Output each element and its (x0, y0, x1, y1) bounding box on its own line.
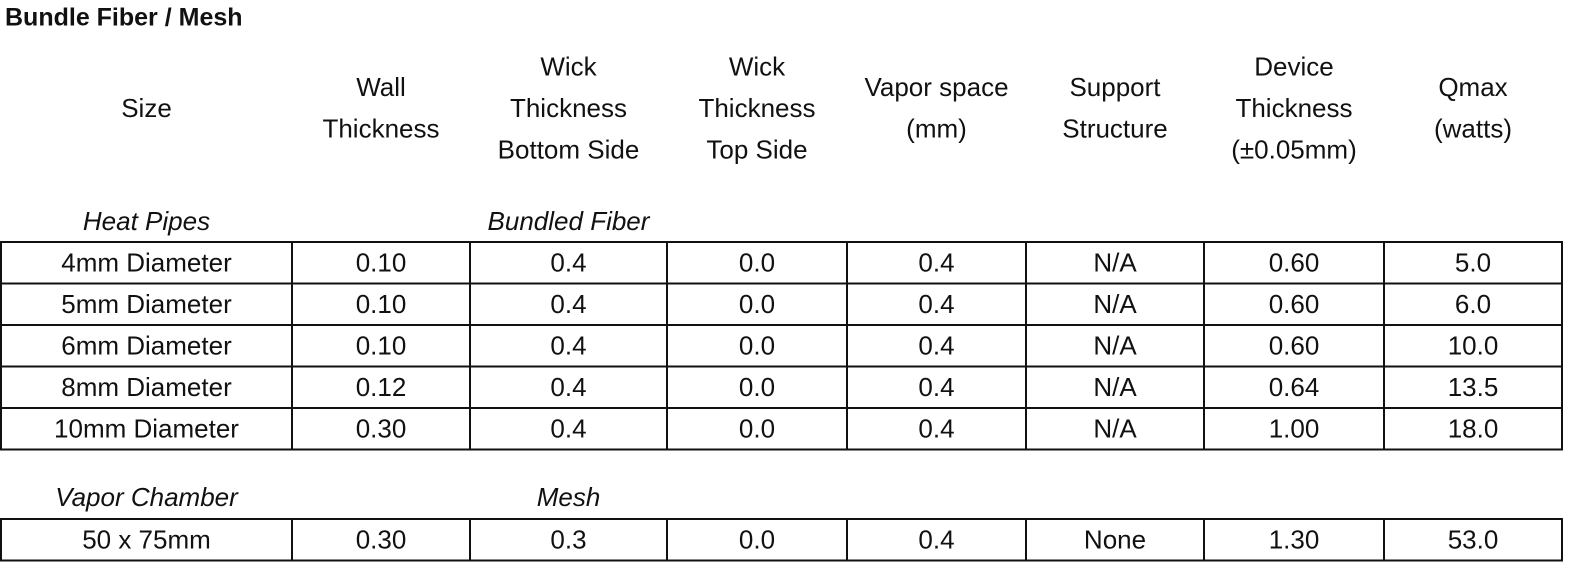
header-text: Thickness (322, 114, 439, 144)
header-text: Support (1069, 72, 1161, 102)
cell-text: 0.4 (918, 414, 954, 444)
cell-text: 0.4 (918, 248, 954, 278)
header-text: Qmax (1438, 72, 1507, 102)
cell-text: 10.0 (1448, 331, 1499, 361)
header-text: (watts) (1434, 114, 1512, 144)
header-text: (mm) (906, 114, 967, 144)
cell-text: 18.0 (1448, 414, 1499, 444)
wick-type-label: Mesh (537, 482, 601, 512)
section-label: Vapor Chamber (55, 482, 239, 512)
cell-text: 8mm Diameter (61, 372, 232, 402)
header-text: Structure (1062, 114, 1168, 144)
cell-text: 0.0 (739, 289, 775, 319)
cell-text: 0.12 (356, 372, 407, 402)
cell-text: 0.4 (918, 289, 954, 319)
cell-text: None (1084, 525, 1146, 555)
header-text: Bottom Side (498, 134, 640, 164)
wick-type-label: Bundled Fiber (488, 206, 651, 236)
cell-text: 0.64 (1269, 372, 1320, 402)
cell-text: N/A (1093, 331, 1137, 361)
header-text: Thickness (1235, 93, 1352, 123)
cell-text: 0.60 (1269, 248, 1320, 278)
cell-text: 1.30 (1269, 525, 1320, 555)
table-cell (1383, 518, 1563, 562)
cell-text: 0.0 (739, 525, 775, 555)
cell-text: 0.60 (1269, 331, 1320, 361)
cell-text: N/A (1093, 414, 1137, 444)
header-text: Size (121, 93, 172, 123)
cell-text: 13.5 (1448, 372, 1499, 402)
cell-text: 6.0 (1455, 289, 1491, 319)
header-text: Top Side (706, 134, 807, 164)
header-text: Vapor space (864, 72, 1008, 102)
title: Bundle Fiber / Mesh (5, 4, 243, 32)
header-text: Device (1254, 51, 1333, 81)
cell-text: 0.30 (356, 414, 407, 444)
cell-text: 0.4 (550, 331, 586, 361)
cell-text: N/A (1093, 248, 1137, 278)
cell-text: 0.10 (356, 289, 407, 319)
cell-text: 0.0 (739, 414, 775, 444)
header-text: (±0.05mm) (1231, 134, 1357, 164)
cell-text: 0.4 (918, 372, 954, 402)
cell-text: 0.4 (550, 414, 586, 444)
cell-text: 0.0 (739, 372, 775, 402)
cell-text: 0.3 (550, 525, 586, 555)
cell-text: 0.4 (918, 525, 954, 555)
cell-text: 0.10 (356, 331, 407, 361)
header-text: Wall (356, 72, 406, 102)
cell-text: 0.10 (356, 248, 407, 278)
cell-text: 4mm Diameter (61, 248, 232, 278)
cell-text: 0.30 (356, 525, 407, 555)
cell-text: 50 x 75mm (82, 525, 211, 555)
cell-text: 6mm Diameter (61, 331, 232, 361)
cell-text: 0.0 (739, 331, 775, 361)
cell-text: N/A (1093, 289, 1137, 319)
cell-text: N/A (1093, 372, 1137, 402)
section-label: Heat Pipes (83, 206, 210, 236)
cell-text: 0.4 (550, 372, 586, 402)
cell-text: 0.0 (739, 248, 775, 278)
cell-text: 0.4 (918, 331, 954, 361)
cell-text: 53.0 (1448, 525, 1499, 555)
header-text: Thickness (510, 93, 627, 123)
cell-text: 0.60 (1269, 289, 1320, 319)
header-text: Wick (729, 51, 786, 81)
cell-text: 5.0 (1455, 248, 1491, 278)
header-text: Thickness (698, 93, 815, 123)
table-cell (1383, 407, 1563, 451)
cell-text: 1.00 (1269, 414, 1320, 444)
cell-text: 0.4 (550, 289, 586, 319)
cell-text: 0.4 (550, 248, 586, 278)
cell-text: 5mm Diameter (61, 289, 232, 319)
cell-text: 10mm Diameter (54, 414, 239, 444)
header-text: Wick (540, 51, 597, 81)
